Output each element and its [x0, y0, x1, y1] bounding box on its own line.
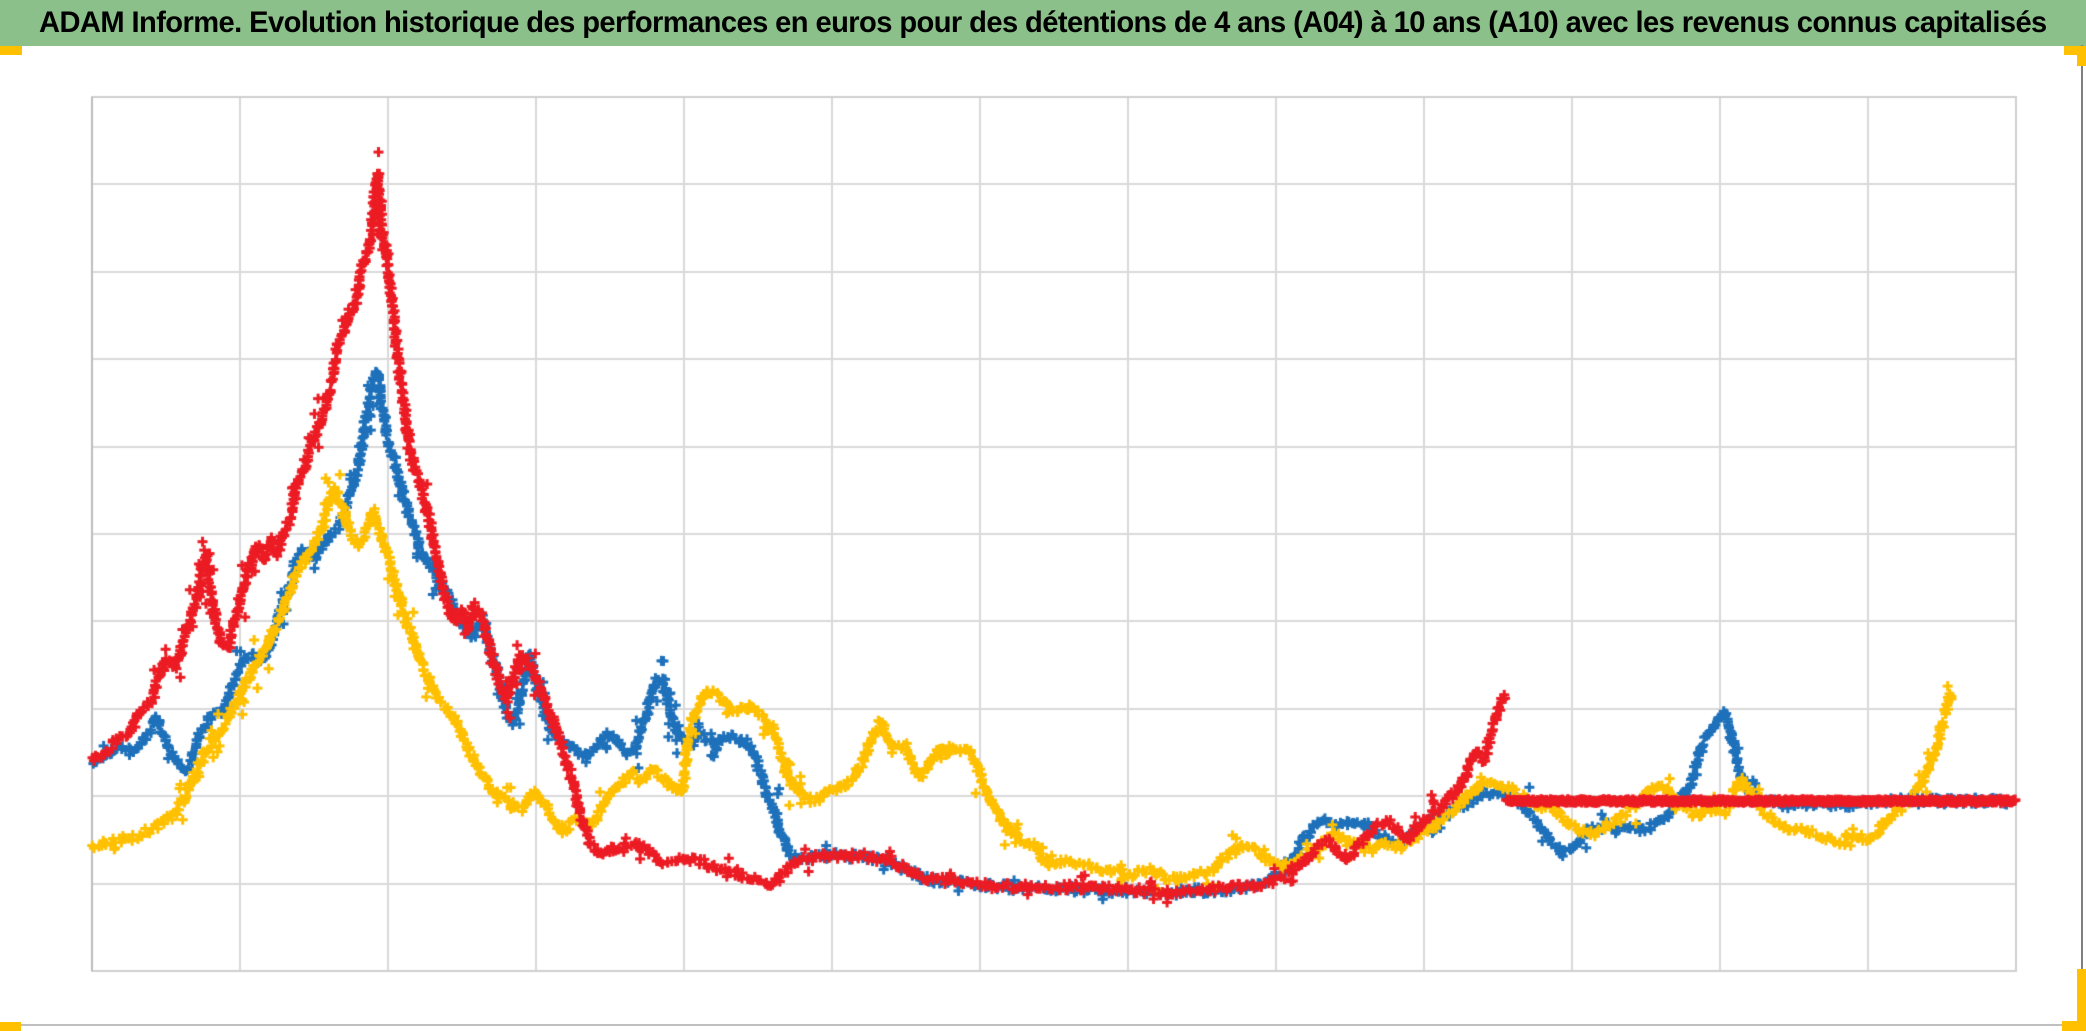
slide-right-edge-line	[2081, 45, 2083, 1026]
corner-mark-bottom-right-horizontal	[2062, 1021, 2086, 1031]
corner-mark-top-right-vertical	[2077, 46, 2086, 66]
chart-title-bar: ADAM Informe. Evolution historique des p…	[0, 0, 2086, 46]
corner-mark-top-right-horizontal	[2064, 46, 2086, 55]
slide-bottom-edge-line	[0, 1024, 2083, 1026]
corner-mark-top-left	[0, 46, 22, 55]
corner-mark-bottom-left	[0, 1022, 21, 1031]
corner-mark-bottom-right-vertical	[2077, 969, 2086, 1031]
chart-title: ADAM Informe. Evolution historique des p…	[39, 6, 2047, 39]
